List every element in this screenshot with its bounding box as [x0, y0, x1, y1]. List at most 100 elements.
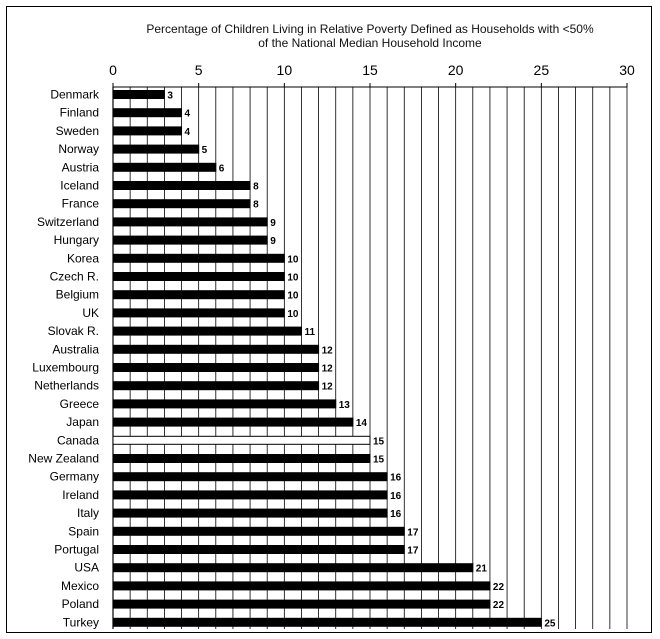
- data-label: 22: [493, 582, 505, 593]
- data-label: 9: [270, 218, 276, 229]
- data-label: 5: [202, 145, 208, 156]
- data-label: 15: [373, 455, 385, 466]
- data-label: 17: [407, 527, 419, 538]
- bar-sweden: [112, 126, 183, 136]
- category-label: Austria: [62, 160, 100, 174]
- category-label: Canada: [57, 433, 99, 447]
- x-tick-label: 5: [195, 62, 203, 78]
- bar-denmark: [112, 90, 165, 99]
- bar-uk: [112, 308, 285, 318]
- category-label: Netherlands: [34, 379, 99, 393]
- data-label: 11: [304, 327, 315, 338]
- bar-norway: [112, 144, 200, 154]
- chart-title-line-2: of the National Median Household Income: [258, 36, 482, 50]
- data-label: 10: [287, 273, 299, 284]
- bar-luxembourg: [112, 363, 320, 372]
- category-label: Switzerland: [37, 215, 99, 229]
- category-label: Japan: [66, 415, 99, 429]
- data-label: 16: [390, 509, 402, 520]
- x-tick-label: 15: [362, 62, 378, 78]
- bar-canada: [112, 435, 371, 445]
- data-label: 13: [339, 400, 351, 411]
- data-label: 15: [373, 436, 385, 447]
- data-label: 12: [322, 382, 334, 393]
- category-label: Hungary: [54, 233, 99, 247]
- bar-switzerland: [112, 217, 268, 227]
- category-label: New Zealand: [28, 452, 99, 466]
- bar-iceland: [112, 181, 251, 190]
- data-label: 9: [270, 236, 276, 247]
- category-label: Czech R.: [50, 270, 99, 284]
- bar-mexico: [112, 581, 491, 591]
- category-label: Australia: [52, 342, 99, 356]
- bar-australia: [112, 344, 320, 354]
- category-label: Denmark: [50, 88, 100, 102]
- bar-korea: [112, 253, 285, 263]
- bar-japan: [112, 417, 354, 427]
- x-tick-label: 25: [534, 62, 550, 78]
- data-label: 17: [407, 546, 419, 557]
- category-label: Turkey: [63, 615, 99, 629]
- category-label: Slovak R.: [48, 324, 99, 338]
- category-label: Spain: [68, 524, 99, 538]
- category-label: Greece: [60, 397, 100, 411]
- category-label: Portugal: [54, 543, 99, 557]
- data-label: 12: [322, 345, 334, 356]
- bar-slovak-r: [112, 326, 302, 336]
- category-label: Iceland: [60, 179, 99, 193]
- chart-title-line-1: Percentage of Children Living in Relativ…: [146, 22, 594, 36]
- category-label: Sweden: [56, 124, 99, 138]
- data-label: 16: [390, 491, 402, 502]
- x-tick-label: 0: [109, 62, 117, 78]
- category-label: Luxembourg: [32, 361, 99, 375]
- category-label: UK: [82, 306, 99, 320]
- bar-czech-r: [112, 272, 285, 281]
- category-label: Mexico: [61, 579, 99, 593]
- chart-title: Percentage of Children Living in Relativ…: [110, 22, 630, 50]
- category-label: USA: [74, 561, 99, 575]
- data-label: 16: [390, 473, 402, 484]
- bar-spain: [112, 526, 405, 536]
- category-label: Norway: [58, 142, 99, 156]
- data-label: 10: [287, 291, 299, 302]
- bar-usa: [112, 563, 474, 573]
- data-label: 25: [544, 618, 556, 629]
- data-label: 21: [476, 564, 488, 575]
- bar-greece: [112, 399, 337, 409]
- bar-new-zealand: [112, 454, 371, 463]
- bar-hungary: [112, 235, 268, 245]
- bar-france: [112, 199, 251, 209]
- data-label: 14: [356, 418, 368, 429]
- category-label: France: [62, 197, 100, 211]
- category-label: Italy: [77, 506, 99, 520]
- bar-belgium: [112, 290, 285, 300]
- bar-finland: [112, 108, 183, 118]
- bar-turkey: [112, 617, 542, 627]
- x-tick-label: 30: [619, 62, 635, 78]
- bar-austria: [112, 162, 217, 172]
- bar-ireland: [112, 490, 388, 500]
- data-label: 8: [253, 182, 259, 193]
- x-tick-label: 10: [277, 62, 293, 78]
- category-label: Belgium: [56, 288, 99, 302]
- data-label: 4: [185, 127, 191, 138]
- data-label: 10: [287, 254, 299, 265]
- bar-germany: [112, 472, 388, 482]
- bar-netherlands: [112, 381, 320, 391]
- data-label: 4: [185, 109, 191, 120]
- data-label: 3: [167, 91, 173, 102]
- data-label: 22: [493, 600, 505, 611]
- data-label: 8: [253, 200, 259, 211]
- category-label: Finland: [60, 106, 99, 120]
- category-label: Korea: [67, 251, 99, 265]
- category-label: Germany: [50, 470, 99, 484]
- bar-portugal: [112, 545, 405, 554]
- category-label: Poland: [62, 597, 99, 611]
- category-label: Ireland: [62, 488, 99, 502]
- bar-poland: [112, 599, 491, 609]
- bar-italy: [112, 508, 388, 518]
- data-label: 12: [322, 364, 334, 375]
- data-label: 10: [287, 309, 299, 320]
- data-label: 6: [219, 163, 225, 174]
